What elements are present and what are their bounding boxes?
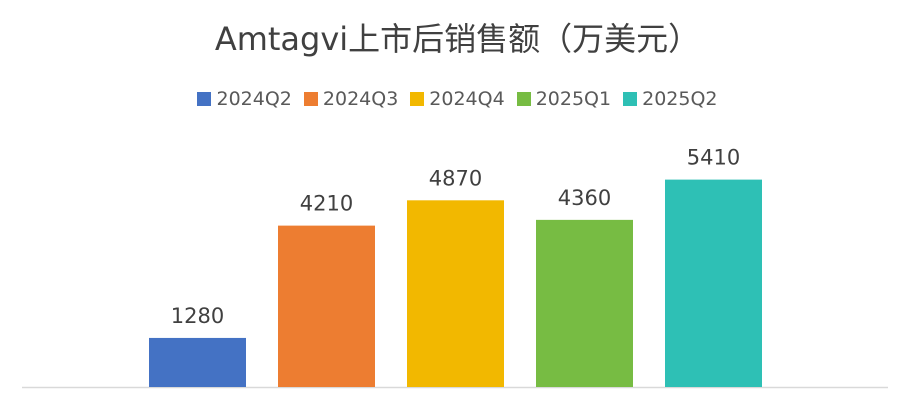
legend-item: 2024Q2 xyxy=(197,88,292,110)
legend: 2024Q2 2024Q3 2024Q4 2025Q1 2025Q2 xyxy=(0,88,915,110)
bar-2024Q4 xyxy=(407,200,504,387)
legend-swatch xyxy=(197,92,212,106)
legend-label: 2025Q1 xyxy=(535,88,612,110)
data-label: 5410 xyxy=(687,146,740,170)
bar-2024Q3 xyxy=(278,225,375,387)
legend-label: 2024Q2 xyxy=(216,88,292,110)
chart-title: Amtagvi上市后销售额（万美元） xyxy=(214,20,701,58)
legend-item: 2024Q3 xyxy=(303,88,399,110)
bar-2024Q2 xyxy=(149,337,246,387)
legend-swatch xyxy=(303,92,318,106)
legend-swatch xyxy=(623,92,638,106)
bar-2025Q1 xyxy=(536,219,633,387)
data-label: 4870 xyxy=(429,166,482,190)
legend-label: 2025Q2 xyxy=(642,88,718,110)
legend-label: 2024Q4 xyxy=(429,88,505,110)
bar-2025Q2 xyxy=(665,179,762,387)
legend-item: 2025Q2 xyxy=(623,88,718,110)
legend-label: 2024Q3 xyxy=(322,88,399,110)
data-label: 4360 xyxy=(558,186,611,210)
legend-swatch xyxy=(410,92,425,106)
legend-item: 2024Q4 xyxy=(410,88,505,110)
data-label: 4210 xyxy=(300,192,353,216)
data-label: 1280 xyxy=(171,304,224,328)
legend-swatch xyxy=(516,92,531,106)
legend-item: 2025Q1 xyxy=(516,88,612,110)
